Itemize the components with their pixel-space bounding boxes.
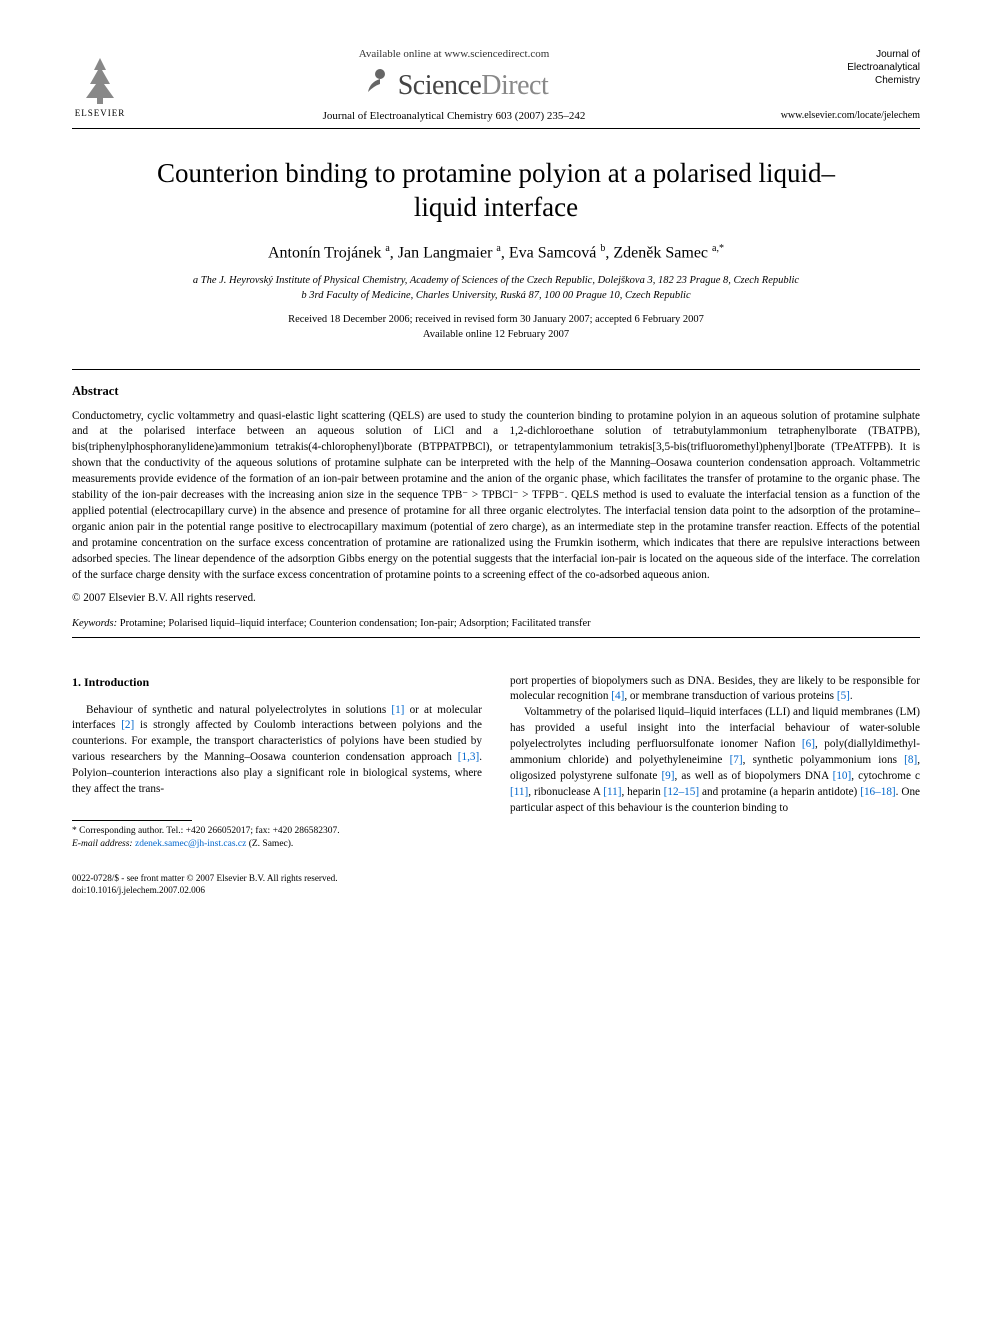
left-column: 1. Introduction Behaviour of synthetic a… (72, 674, 482, 851)
ref-8[interactable]: [8] (904, 754, 917, 766)
rule-below-keywords (72, 637, 920, 638)
body-columns: 1. Introduction Behaviour of synthetic a… (72, 674, 920, 851)
intro-para-2: Voltammetry of the polarised liquid–liqu… (510, 705, 920, 816)
journal-reference: Journal of Electroanalytical Chemistry 6… (128, 110, 780, 122)
keywords-list: Protamine; Polarised liquid–liquid inter… (120, 618, 591, 629)
authors: Antonín Trojánek a, Jan Langmaier a, Eva… (72, 243, 920, 262)
available-online: Available online at www.sciencedirect.co… (128, 48, 780, 60)
ref-5[interactable]: [5] (837, 690, 850, 702)
ref-7[interactable]: [7] (730, 754, 743, 766)
intro-para-1-cont: port properties of biopolymers such as D… (510, 674, 920, 706)
corresponding-footnote: * Corresponding author. Tel.: +420 26605… (72, 825, 482, 851)
section-1-heading: 1. Introduction (72, 674, 482, 691)
ref-11a[interactable]: [11] (510, 786, 528, 798)
email-label: E-mail address: (72, 839, 133, 849)
ref-12-15[interactable]: [12–15] (664, 786, 699, 798)
article-title: Counterion binding to protamine polyion … (132, 157, 860, 225)
doi-line: doi:10.1016/j.jelechem.2007.02.006 (72, 885, 920, 897)
keywords-label: Keywords: (72, 618, 117, 629)
sd-brand-b: Direct (481, 70, 548, 101)
email-link[interactable]: zdenek.samec@jh-inst.cas.cz (135, 839, 246, 849)
ref-10[interactable]: [10] (833, 770, 852, 782)
right-column: port properties of biopolymers such as D… (510, 674, 920, 851)
sd-brand: ScienceDirect (398, 70, 549, 102)
sd-swirl-icon (360, 62, 392, 94)
ref-1-3[interactable]: [1,3] (458, 751, 479, 763)
intro-para-1: Behaviour of synthetic and natural polye… (72, 703, 482, 798)
abstract-heading: Abstract (72, 384, 920, 399)
bottom-meta: 0022-0728/$ - see front matter © 2007 El… (72, 873, 920, 897)
issn-line: 0022-0728/$ - see front matter © 2007 El… (72, 873, 920, 885)
elsevier-tree-icon (72, 52, 128, 108)
journal-name-bold: Electroanalytical Chemistry (780, 61, 920, 87)
ref-11b[interactable]: [11] (603, 786, 621, 798)
sd-brand-a: Science (398, 70, 482, 101)
elsevier-label: ELSEVIER (75, 108, 126, 118)
corr-email-line: E-mail address: zdenek.samec@jh-inst.cas… (72, 838, 482, 851)
journal-box: Journal of Electroanalytical Chemistry w… (780, 48, 920, 122)
ref-16-18[interactable]: [16–18] (860, 786, 895, 798)
affiliations: a The J. Heyrovský Institute of Physical… (72, 274, 920, 303)
page-header: ELSEVIER Available online at www.science… (72, 48, 920, 129)
ref-2[interactable]: [2] (121, 719, 134, 731)
affiliation-b: b 3rd Faculty of Medicine, Charles Unive… (72, 289, 920, 304)
sciencedirect-logo: ScienceDirect (128, 62, 780, 102)
ref-4[interactable]: [4] (611, 690, 624, 702)
rule-above-abstract (72, 369, 920, 370)
abstract-body: Conductometry, cyclic voltammetry and qu… (72, 409, 920, 584)
copyright-line: © 2007 Elsevier B.V. All rights reserved… (72, 592, 920, 604)
affiliation-a: a The J. Heyrovský Institute of Physical… (72, 274, 920, 289)
center-header: Available online at www.sciencedirect.co… (128, 48, 780, 122)
ref-9[interactable]: [9] (661, 770, 674, 782)
dates-online: Available online 12 February 2007 (72, 328, 920, 343)
ref-1[interactable]: [1] (391, 704, 404, 716)
journal-name-small: Journal of (780, 48, 920, 61)
journal-url: www.elsevier.com/locate/jelechem (780, 109, 920, 122)
ref-6[interactable]: [6] (802, 738, 815, 750)
elsevier-logo: ELSEVIER (72, 52, 128, 118)
footnote-rule (72, 820, 192, 821)
corr-author-line: * Corresponding author. Tel.: +420 26605… (72, 825, 482, 838)
keywords-line: Keywords: Protamine; Polarised liquid–li… (72, 618, 920, 629)
email-tail: (Z. Samec). (246, 839, 293, 849)
article-dates: Received 18 December 2006; received in r… (72, 313, 920, 342)
dates-received: Received 18 December 2006; received in r… (72, 313, 920, 328)
